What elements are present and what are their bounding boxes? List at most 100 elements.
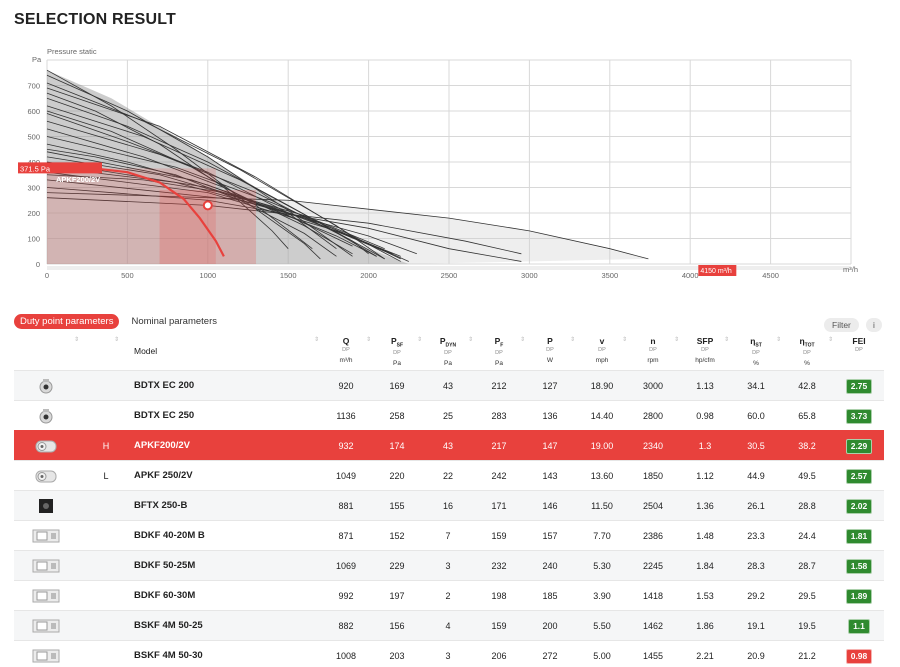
sort-icon[interactable]: ⇕ bbox=[828, 337, 834, 343]
chart-canvas[interactable]: 0 500 1000 1500 2000 2500 3000 3500 4000 4500 0 100… bbox=[0, 42, 900, 282]
model-name[interactable]: BSKF 4M 50-30 bbox=[134, 650, 203, 661]
y-tick-label: 500 bbox=[27, 133, 40, 142]
column-header-v[interactable]: v DP mph bbox=[595, 336, 609, 364]
inline-fan-icon bbox=[31, 466, 61, 486]
y-tick-label: 200 bbox=[27, 209, 40, 218]
table-row[interactable]: H APKF200/2V 932 174 43 217 147 19.00 2340 1.3 30.… bbox=[14, 430, 884, 460]
cell-psf: 203 bbox=[389, 651, 405, 661]
table-row[interactable]: BDKF 50-25M 1069 229 3 232 240 5.30 2245 1.84 28.… bbox=[14, 550, 884, 580]
fan-curve-4[interactable] bbox=[46, 97, 369, 255]
duct-fan-icon bbox=[31, 586, 61, 606]
column-header-psf[interactable]: PSF DP Pa bbox=[390, 336, 404, 367]
fan-curve-6[interactable] bbox=[46, 113, 337, 250]
fan-curve-22[interactable] bbox=[46, 148, 337, 257]
page-title: SELECTION RESULT bbox=[14, 11, 177, 28]
fei-badge: 1.81 bbox=[845, 529, 873, 544]
cell-v: 11.50 bbox=[591, 501, 613, 511]
table-row[interactable]: L APKF 250/2V 1049 220 22 242 143 13.60 1850 1.12… bbox=[14, 460, 884, 490]
x-tick-label: 3000 bbox=[521, 271, 538, 280]
cell-n: 2386 bbox=[642, 531, 664, 541]
pressure-flow-chart[interactable]: 0 500 1000 1500 2000 2500 3000 3500 4000 4500 0 100… bbox=[0, 42, 900, 282]
sort-icon[interactable]: ⇕ bbox=[417, 337, 423, 343]
model-name[interactable]: BDKF 40-20M B bbox=[134, 530, 205, 541]
table-row[interactable]: BSKF 4M 50-25 882 156 4 159 200 5.50 1462 1.86 19… bbox=[14, 610, 884, 640]
model-name[interactable]: BDTX EC 200 bbox=[134, 380, 195, 391]
fan-curve-19[interactable] bbox=[46, 192, 649, 260]
speed-mark bbox=[96, 641, 116, 667]
column-header-fei[interactable]: FEI DP bbox=[852, 336, 866, 353]
column-header-p[interactable]: P DP W bbox=[546, 336, 554, 364]
table-row[interactable]: BDKF 40-20M B 871 152 7 159 157 7.70 2386 1.48 23… bbox=[14, 520, 884, 550]
model-name[interactable]: BDKF 60-30M bbox=[134, 590, 196, 601]
fan-curve-20[interactable] bbox=[46, 92, 289, 249]
x-tick-label: 0 bbox=[45, 271, 49, 280]
cell-pdyn: 2 bbox=[445, 591, 451, 601]
info-button[interactable]: i bbox=[866, 318, 882, 332]
model-name[interactable]: APKF200/2V bbox=[134, 440, 190, 451]
cell-q: 882 bbox=[338, 621, 354, 631]
fan-curve-14[interactable] bbox=[46, 166, 409, 262]
sort-icon[interactable]: ⇕ bbox=[366, 337, 372, 343]
fei-badge: 1.1 bbox=[848, 619, 870, 634]
model-name[interactable]: APKF 250/2V bbox=[134, 470, 193, 481]
sort-icon[interactable]: ⇕ bbox=[674, 337, 680, 343]
column-header-ntot[interactable]: ηTOT DP% bbox=[799, 336, 815, 367]
model-name[interactable]: BDTX EC 250 bbox=[134, 410, 195, 421]
fei-badge: 2.02 bbox=[845, 499, 873, 514]
sort-icon[interactable]: ⇕ bbox=[776, 337, 782, 343]
fan-curve-18[interactable] bbox=[46, 197, 522, 255]
pressure-marker-bg bbox=[18, 162, 102, 174]
inline-fan-icon bbox=[31, 436, 61, 456]
fan-curve-23[interactable] bbox=[46, 174, 385, 250]
cell-q: 920 bbox=[338, 381, 354, 391]
fei-badge: 1.58 bbox=[845, 559, 873, 574]
chart-range-bar bbox=[47, 266, 851, 270]
tab-nominal[interactable]: Nominal parameters bbox=[131, 316, 218, 327]
column-header-q[interactable]: Q DP m³/h bbox=[339, 336, 353, 364]
cell-v: 13.60 bbox=[590, 471, 614, 481]
sort-icon[interactable]: ⇕ bbox=[724, 337, 730, 343]
tab-duty-point[interactable]: Duty point parameters bbox=[14, 314, 120, 329]
column-header-pdyn[interactable]: PDYN DP Pa bbox=[439, 336, 457, 367]
x-tick-label: 2500 bbox=[441, 271, 458, 280]
sort-icon[interactable]: ⇕ bbox=[520, 337, 526, 343]
column-header-n[interactable]: n DP rpm bbox=[647, 336, 659, 364]
speed-mark bbox=[96, 491, 116, 521]
cell-q: 1136 bbox=[336, 411, 356, 421]
cell-psf: 155 bbox=[389, 501, 405, 511]
speed-mark bbox=[96, 551, 116, 581]
table-row[interactable]: BDKF 60-30M 992 197 2 198 185 3.90 1418 1.53 29.2… bbox=[14, 580, 884, 610]
column-header-model[interactable]: Model bbox=[134, 346, 158, 356]
fan-curve-21[interactable] bbox=[46, 110, 313, 250]
cell-n: 2245 bbox=[642, 561, 664, 571]
cell-pf: 232 bbox=[491, 561, 507, 571]
sort-icon[interactable]: ⇕ bbox=[74, 337, 80, 343]
cell-q: 1069 bbox=[335, 561, 357, 571]
table-row[interactable]: BDTX EC 200 920 169 43 212 127 18.90 3000 1.13 34… bbox=[14, 370, 884, 400]
column-header-sfp[interactable]: SFP DP hp/cfm bbox=[695, 336, 715, 364]
sort-icon[interactable]: ⇕ bbox=[570, 337, 576, 343]
filter-button[interactable]: Filter bbox=[824, 318, 859, 332]
fan-curve-7[interactable] bbox=[46, 120, 385, 260]
table-row[interactable]: BDTX EC 250 1136 258 25 283 136 14.40 2800 0.98 6… bbox=[14, 400, 884, 430]
duty-point-marker[interactable] bbox=[202, 200, 213, 211]
fan-curve-16[interactable] bbox=[46, 179, 417, 255]
cell-nst: 30.5 bbox=[747, 441, 765, 451]
cell-v: 5.30 bbox=[593, 561, 611, 571]
cell-pf: 217 bbox=[491, 441, 507, 451]
sort-icon[interactable]: ⇕ bbox=[468, 337, 474, 343]
table-row[interactable]: BSKF 4M 50-30 1008 203 3 206 272 5.00 1455 2.21 2… bbox=[14, 640, 884, 667]
sort-icon[interactable]: ⇕ bbox=[622, 337, 628, 343]
model-name[interactable]: BDKF 50-25M bbox=[134, 560, 196, 571]
model-name[interactable]: BSKF 4M 50-25 bbox=[134, 620, 203, 631]
model-name[interactable]: BFTX 250-B bbox=[134, 500, 188, 511]
cell-q: 871 bbox=[338, 531, 354, 541]
table-row[interactable]: BFTX 250-B 881 155 16 171 146 11.50 2504 1.36 26.… bbox=[14, 490, 884, 520]
column-header-nst[interactable]: ηST DP% bbox=[750, 336, 762, 367]
column-header-pf[interactable]: PF DP Pa bbox=[494, 336, 504, 367]
sort-icon[interactable]: ⇕ bbox=[314, 337, 320, 343]
fei-badge: 2.29 bbox=[845, 439, 873, 454]
duct-fan-icon bbox=[31, 616, 61, 636]
sort-icon[interactable]: ⇕ bbox=[114, 337, 120, 343]
cell-p: 157 bbox=[542, 531, 558, 541]
